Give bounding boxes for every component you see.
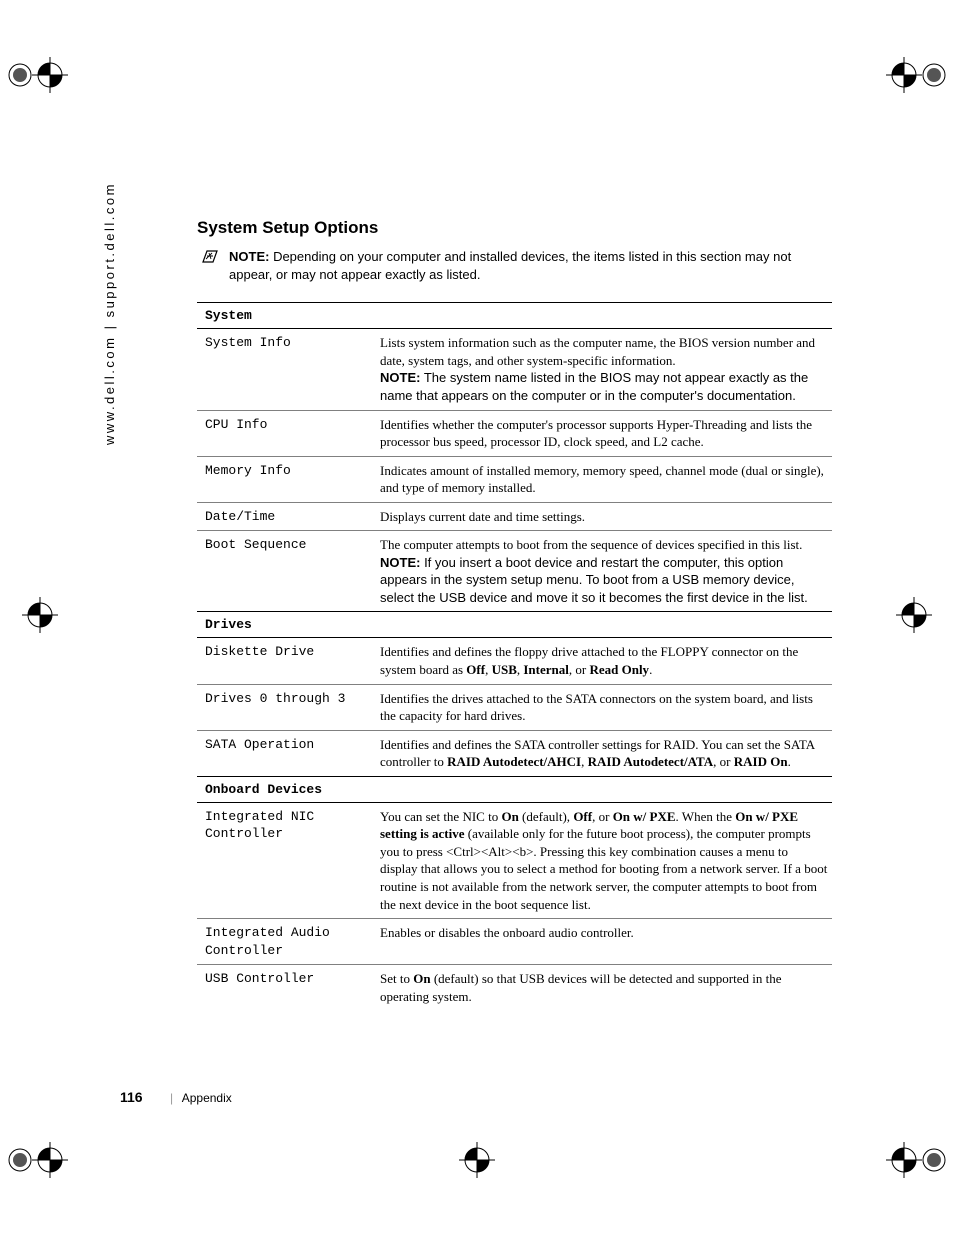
page-footer: 116 | Appendix: [120, 1089, 232, 1105]
row-description: Identifies whether the computer's proces…: [372, 410, 832, 456]
crop-mark-mid-left: [5, 580, 75, 650]
row-label: CPU Info: [197, 410, 372, 456]
section-header-label: Onboard Devices: [197, 776, 832, 802]
section-header-label: System: [197, 303, 832, 329]
table-row: USB ControllerSet to On (default) so tha…: [197, 965, 832, 1011]
row-description: Displays current date and time settings.: [372, 502, 832, 531]
crop-mark-bottom-left: [5, 1125, 75, 1195]
row-label: Integrated Audio Controller: [197, 919, 372, 965]
note-text: NOTE: Depending on your computer and ins…: [229, 248, 832, 284]
table-section-header: Drives: [197, 612, 832, 638]
table-section-header: System: [197, 303, 832, 329]
inline-note-label: NOTE:: [380, 370, 420, 385]
row-label: SATA Operation: [197, 730, 372, 776]
footer-section: Appendix: [182, 1091, 232, 1105]
note-body: Depending on your computer and installed…: [229, 249, 791, 282]
page-content: System Setup Options NOTE: Depending on …: [197, 218, 832, 1010]
inline-note-label: NOTE:: [380, 555, 420, 570]
crop-mark-top-right: [879, 40, 949, 110]
row-description: Identifies and defines the SATA controll…: [372, 730, 832, 776]
table-row: Memory InfoIndicates amount of installed…: [197, 456, 832, 502]
row-label: Integrated NIC Controller: [197, 802, 372, 918]
row-inline-note: NOTE: The system name listed in the BIOS…: [380, 369, 828, 404]
table-row: Integrated Audio ControllerEnables or di…: [197, 919, 832, 965]
section-header-label: Drives: [197, 612, 832, 638]
row-inline-note: NOTE: If you insert a boot device and re…: [380, 554, 828, 607]
table-row: Drives 0 through 3Identifies the drives …: [197, 684, 832, 730]
row-description: Identifies the drives attached to the SA…: [372, 684, 832, 730]
row-label: USB Controller: [197, 965, 372, 1011]
row-label: Boot Sequence: [197, 531, 372, 612]
row-description: Lists system information such as the com…: [372, 329, 832, 410]
crop-mark-top-left: [5, 40, 75, 110]
crop-mark-bottom-mid: [442, 1125, 512, 1195]
crop-mark-mid-right: [879, 580, 949, 650]
table-section-header: Onboard Devices: [197, 776, 832, 802]
row-label: Memory Info: [197, 456, 372, 502]
note-label: NOTE:: [229, 249, 269, 264]
row-description: Identifies and defines the floppy drive …: [372, 638, 832, 684]
row-description: Indicates amount of installed memory, me…: [372, 456, 832, 502]
row-description: Set to On (default) so that USB devices …: [372, 965, 832, 1011]
sidebar-url: www.dell.com | support.dell.com: [102, 182, 117, 445]
table-row: System InfoLists system information such…: [197, 329, 832, 410]
row-description: The computer attempts to boot from the s…: [372, 531, 832, 612]
page-number: 116: [120, 1089, 143, 1105]
row-description: Enables or disables the onboard audio co…: [372, 919, 832, 965]
section-title: System Setup Options: [197, 218, 832, 238]
table-row: Diskette DriveIdentifies and defines the…: [197, 638, 832, 684]
table-row: Date/TimeDisplays current date and time …: [197, 502, 832, 531]
footer-divider: |: [170, 1091, 173, 1105]
table-row: Boot SequenceThe computer attempts to bo…: [197, 531, 832, 612]
row-label: System Info: [197, 329, 372, 410]
row-label: Diskette Drive: [197, 638, 372, 684]
table-row: SATA OperationIdentifies and defines the…: [197, 730, 832, 776]
row-description: You can set the NIC to On (default), Off…: [372, 802, 832, 918]
crop-mark-bottom-right: [879, 1125, 949, 1195]
row-label: Date/Time: [197, 502, 372, 531]
setup-options-table: SystemSystem InfoLists system informatio…: [197, 302, 832, 1010]
note-block: NOTE: Depending on your computer and ins…: [197, 248, 832, 284]
inline-note-text: If you insert a boot device and restart …: [380, 555, 808, 605]
table-row: Integrated NIC ControllerYou can set the…: [197, 802, 832, 918]
row-label: Drives 0 through 3: [197, 684, 372, 730]
note-icon: [201, 249, 219, 264]
inline-note-text: The system name listed in the BIOS may n…: [380, 370, 808, 403]
table-row: CPU InfoIdentifies whether the computer'…: [197, 410, 832, 456]
